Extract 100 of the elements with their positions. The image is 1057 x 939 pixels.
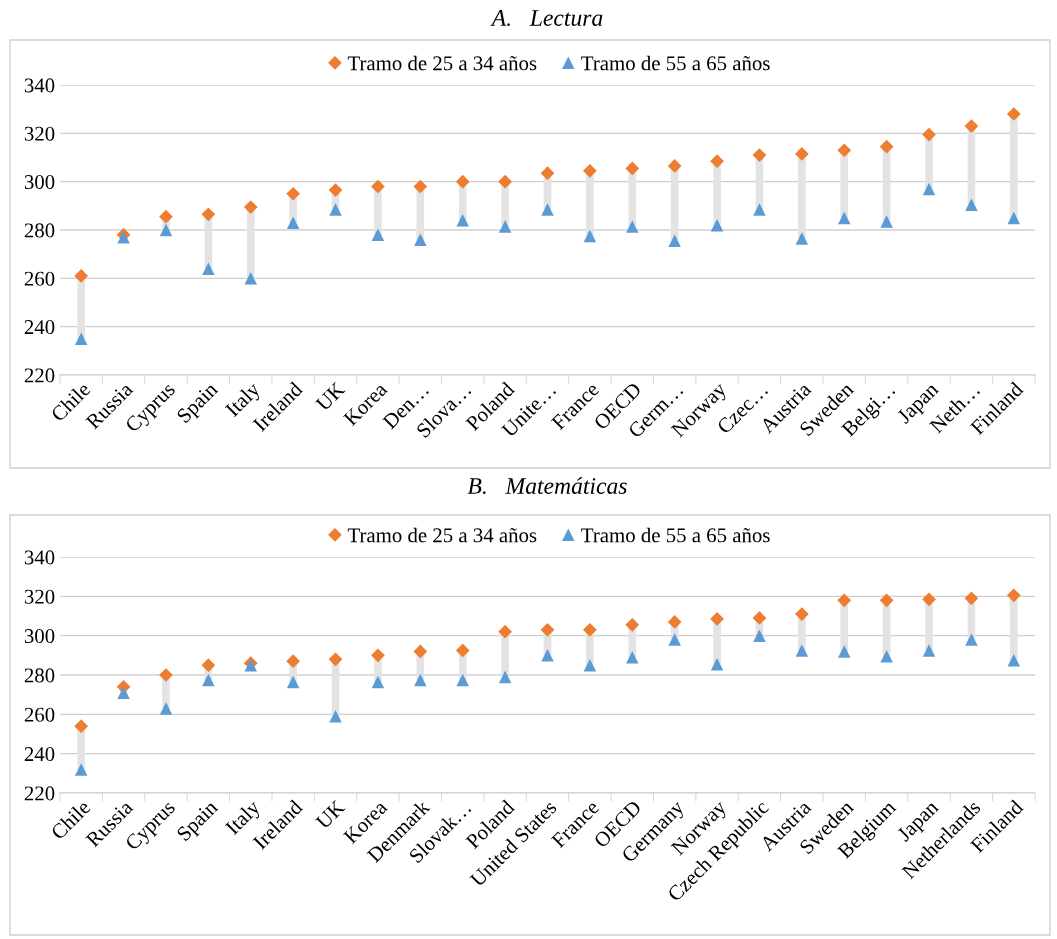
point: [201, 207, 216, 222]
point: [413, 179, 428, 194]
y-tick-label: 240: [24, 747, 55, 762]
point: [667, 159, 682, 173]
y-tick-label: 320: [24, 589, 55, 604]
point: [837, 211, 851, 225]
point: [922, 127, 936, 142]
point: [498, 220, 512, 233]
y-tick-label: 260: [24, 707, 55, 722]
point: [626, 651, 639, 664]
point: [710, 657, 724, 671]
point: [243, 200, 258, 214]
point: [328, 183, 343, 197]
point: [371, 228, 385, 242]
point: [965, 198, 978, 211]
point: [710, 612, 724, 626]
point: [668, 633, 681, 646]
point: [922, 592, 936, 607]
point: [541, 649, 554, 662]
point: [456, 673, 469, 687]
point: [1007, 211, 1021, 225]
point: [879, 593, 894, 608]
point: [625, 161, 640, 176]
point: [74, 332, 88, 345]
legend-label: Tramo de 55 a 65 años: [581, 55, 770, 71]
point: [286, 654, 301, 669]
point: [710, 154, 724, 168]
y-tick-label: 260: [24, 271, 55, 286]
point: [965, 633, 978, 646]
point: [540, 166, 555, 181]
y-tick-label: 280: [24, 668, 55, 683]
y-tick-label: 240: [24, 320, 55, 335]
point: [540, 622, 555, 637]
y-tick-label: 340: [24, 550, 55, 565]
point: [117, 231, 130, 244]
chart-title: A. Lectura: [490, 10, 603, 27]
point: [159, 209, 173, 224]
point: [498, 174, 512, 189]
point: [583, 658, 597, 672]
y-tick-label: 220: [24, 368, 55, 383]
point: [498, 670, 512, 684]
point: [880, 650, 893, 663]
point: [456, 214, 469, 227]
y-tick-label: 300: [24, 175, 55, 190]
point: [74, 719, 89, 734]
point: [667, 615, 682, 629]
legend-label: Tramo de 25 a 34 años: [347, 55, 537, 71]
point: [202, 262, 215, 275]
point: [922, 644, 936, 657]
point: [201, 658, 216, 673]
point: [625, 617, 640, 632]
point: [371, 648, 385, 663]
point: [286, 216, 300, 229]
point: [414, 673, 427, 687]
point: [286, 186, 301, 201]
point: [710, 218, 724, 232]
point: [583, 229, 597, 243]
point: [117, 686, 130, 699]
point: [244, 272, 258, 285]
y-tick-label: 220: [24, 786, 55, 801]
point: [202, 673, 215, 687]
point: [159, 223, 173, 237]
point: [752, 148, 767, 162]
point: [880, 215, 893, 228]
point: [414, 233, 427, 246]
point: [1006, 107, 1021, 121]
point: [837, 645, 851, 658]
point: [964, 591, 979, 606]
point: [498, 624, 512, 639]
chart-title: B. Matemáticas: [467, 477, 627, 495]
bar: [246, 207, 255, 279]
point: [583, 622, 597, 637]
point: [752, 611, 767, 625]
point: [626, 220, 639, 233]
point: [329, 710, 342, 723]
point: [879, 139, 894, 154]
point: [328, 652, 343, 667]
bar: [1009, 114, 1018, 218]
point: [371, 675, 385, 689]
legend-label: Tramo de 55 a 65 años: [581, 527, 770, 543]
y-tick-label: 320: [24, 126, 55, 141]
point: [964, 119, 979, 133]
point: [541, 203, 554, 216]
point: [922, 182, 936, 196]
point: [795, 644, 809, 657]
point: [753, 629, 766, 642]
point: [753, 203, 766, 216]
legend-label: Tramo de 25 a 34 años: [347, 527, 537, 543]
point: [159, 702, 173, 715]
point: [668, 234, 681, 248]
y-tick-label: 300: [24, 629, 55, 644]
point: [1007, 654, 1021, 667]
point: [837, 143, 852, 158]
point: [837, 593, 852, 608]
point: [455, 643, 470, 658]
y-tick-label: 280: [24, 223, 55, 238]
point: [794, 147, 809, 161]
point: [74, 763, 88, 776]
point: [74, 269, 89, 283]
point: [1006, 588, 1021, 603]
